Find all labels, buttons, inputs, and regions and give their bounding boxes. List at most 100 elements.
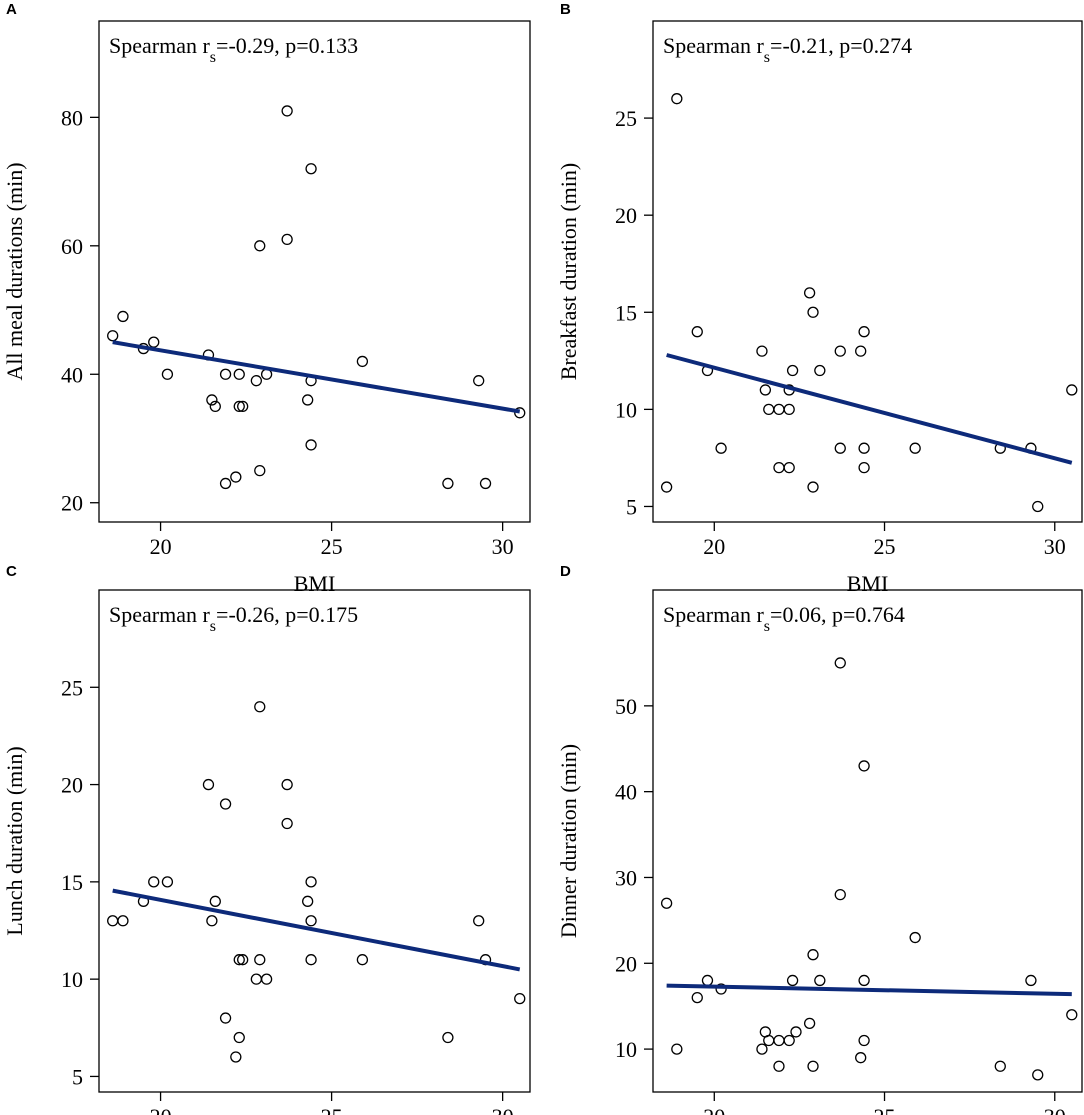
panel-c-data-point [305,954,317,966]
panel-c-data-point [161,876,174,888]
panel-a-data-point [117,310,129,323]
panel-c-data-point [250,973,262,985]
panel-b-regression-line [666,353,1073,465]
panel-b-data-point [1032,500,1044,513]
panel-d-data-point [807,949,819,961]
panel-c-x-tick-label: 25 [321,1104,343,1115]
panel-d-data-point [786,974,799,987]
panel-b-y-axis-label: Breakfast duration (min) [556,163,581,381]
panel-c-data-point [202,778,215,791]
panel-a-annotation-subscript: s [210,49,216,66]
panel-b: B 20 25 30 5 10 15 20 25 BMI Breakfast duration (m… [556,1,1083,596]
panel-a-data-point [237,400,249,413]
panel-d-x-tick-label: 30 [1044,1104,1066,1115]
panel-c-data-point [260,973,273,985]
panel-c-data-point [254,954,266,966]
panel-c-data-point [219,798,232,810]
panel-d-data-point [807,1060,819,1072]
panel-d-spearman-annotation: Spearman rs=0.06, p=0.764 [663,602,905,635]
panel-b-data-point [671,93,683,105]
panel-a-data-point [161,368,174,380]
panel-d-data-point [660,897,673,909]
panel-d-data-point [1066,1009,1078,1021]
panel-d-letter: D [560,563,571,580]
panel-d-y-tick-label: 20 [615,951,637,976]
panel-a-x-tick-label: 30 [492,534,514,559]
panel-b-data-point [834,442,846,454]
panel-d-annotation-suffix: =0.06, p=0.764 [770,602,905,627]
panel-c-data-point [305,876,317,888]
panel-b-data-point [786,364,799,377]
panel-c-plot-frame [98,589,531,1093]
panel-a-letter: A [6,1,17,18]
panel-c-data-point [237,954,249,966]
panel-c-y-tick-label: 5 [72,1064,83,1089]
panel-a-data-point [473,375,485,387]
panel-d-data-point [691,991,703,1004]
panel-a-x-axis-label: BMI [294,571,336,596]
panel-b-data-point [763,403,775,416]
panel-a-data-point [206,394,218,406]
panel-a-data-point [230,471,242,483]
panel-a-spearman-annotation: Spearman rs=-0.29, p=0.133 [109,33,358,66]
panel-b-annotation-suffix: =-0.21, p=0.274 [770,33,912,58]
panel-d-y-tick-label: 50 [615,694,637,719]
panel-a-data-point [233,368,245,380]
panel-d-data-point [834,657,846,669]
panel-c-data-point [233,954,245,966]
panel-a-data-point [281,233,293,246]
panel-a-data-point [281,105,293,117]
panel-d-data-point [858,974,870,987]
panel-b-x-tick-label: 25 [874,534,896,559]
panel-d-data-point [855,1052,867,1064]
panel-b-data-point [834,345,846,357]
panel-b-annotation-prefix: Spearman r [663,33,764,58]
panel-b-data-point [909,442,921,454]
panel-d-y-tick-label: 40 [615,780,637,805]
panel-a-data-point [107,330,119,342]
panel-d-data-point [1025,974,1037,987]
panel-c-data-point [302,895,314,907]
panel-c-letter: C [6,563,17,580]
panel-d-data-point [783,1034,795,1047]
panel-c-y-tick-label: 10 [61,967,83,992]
panel-d-y-axis-label: Dinner duration (min) [556,744,581,938]
panel-b-data-point [783,461,795,474]
panel-c-y-tick-label: 15 [61,870,83,895]
panel-c-data-point [254,701,266,713]
panel-a-data-point [254,240,266,252]
panel-c-y-axis-label: Lunch duration (min) [2,746,27,935]
panel-d-data-point [1032,1069,1044,1081]
panel-c-regression-line [112,888,521,972]
panel-d-data-point [814,974,826,987]
panel-b-data-point [855,345,867,357]
panel-b-x-axis-label: BMI [847,571,889,596]
panel-a-data-point [254,464,266,477]
panel-d-data-point [671,1043,683,1055]
panel-d-annotation-prefix: Spearman r [663,602,764,627]
panel-c-x-tick-label: 20 [150,1104,172,1115]
panel-d-data-point [715,983,727,995]
panel-d-data-point [756,1043,768,1055]
panel-d-data-point [909,931,921,944]
panel-a-data-point [209,400,221,413]
panel-c: C 20 25 30 5 10 15 20 25 BMI Lunch duration (min) S… [2,563,531,1115]
panel-a-annotation-suffix: =-0.29, p=0.133 [216,33,358,58]
panel-c-data-point [206,915,218,927]
panel-c-data-point [219,1012,232,1024]
panel-a-data-point [442,477,454,490]
panel-c-data-point [473,915,485,927]
panel-b-data-point [1066,384,1078,396]
panel-d-data-point [858,760,870,772]
panel-d-data-point [773,1034,785,1047]
panel-a-x-tick-label: 20 [150,534,172,559]
panel-d-regression-line [666,983,1072,997]
panel-a-data-point [479,477,492,490]
panel-b-data-point [773,403,785,416]
panel-c-data-point [305,915,317,927]
panel-b-x-tick-label: 30 [1044,534,1066,559]
panel-a-y-tick-label: 80 [61,105,83,130]
panel-c-data-point [209,895,221,907]
panel-c-y-tick-label: 25 [61,675,83,700]
